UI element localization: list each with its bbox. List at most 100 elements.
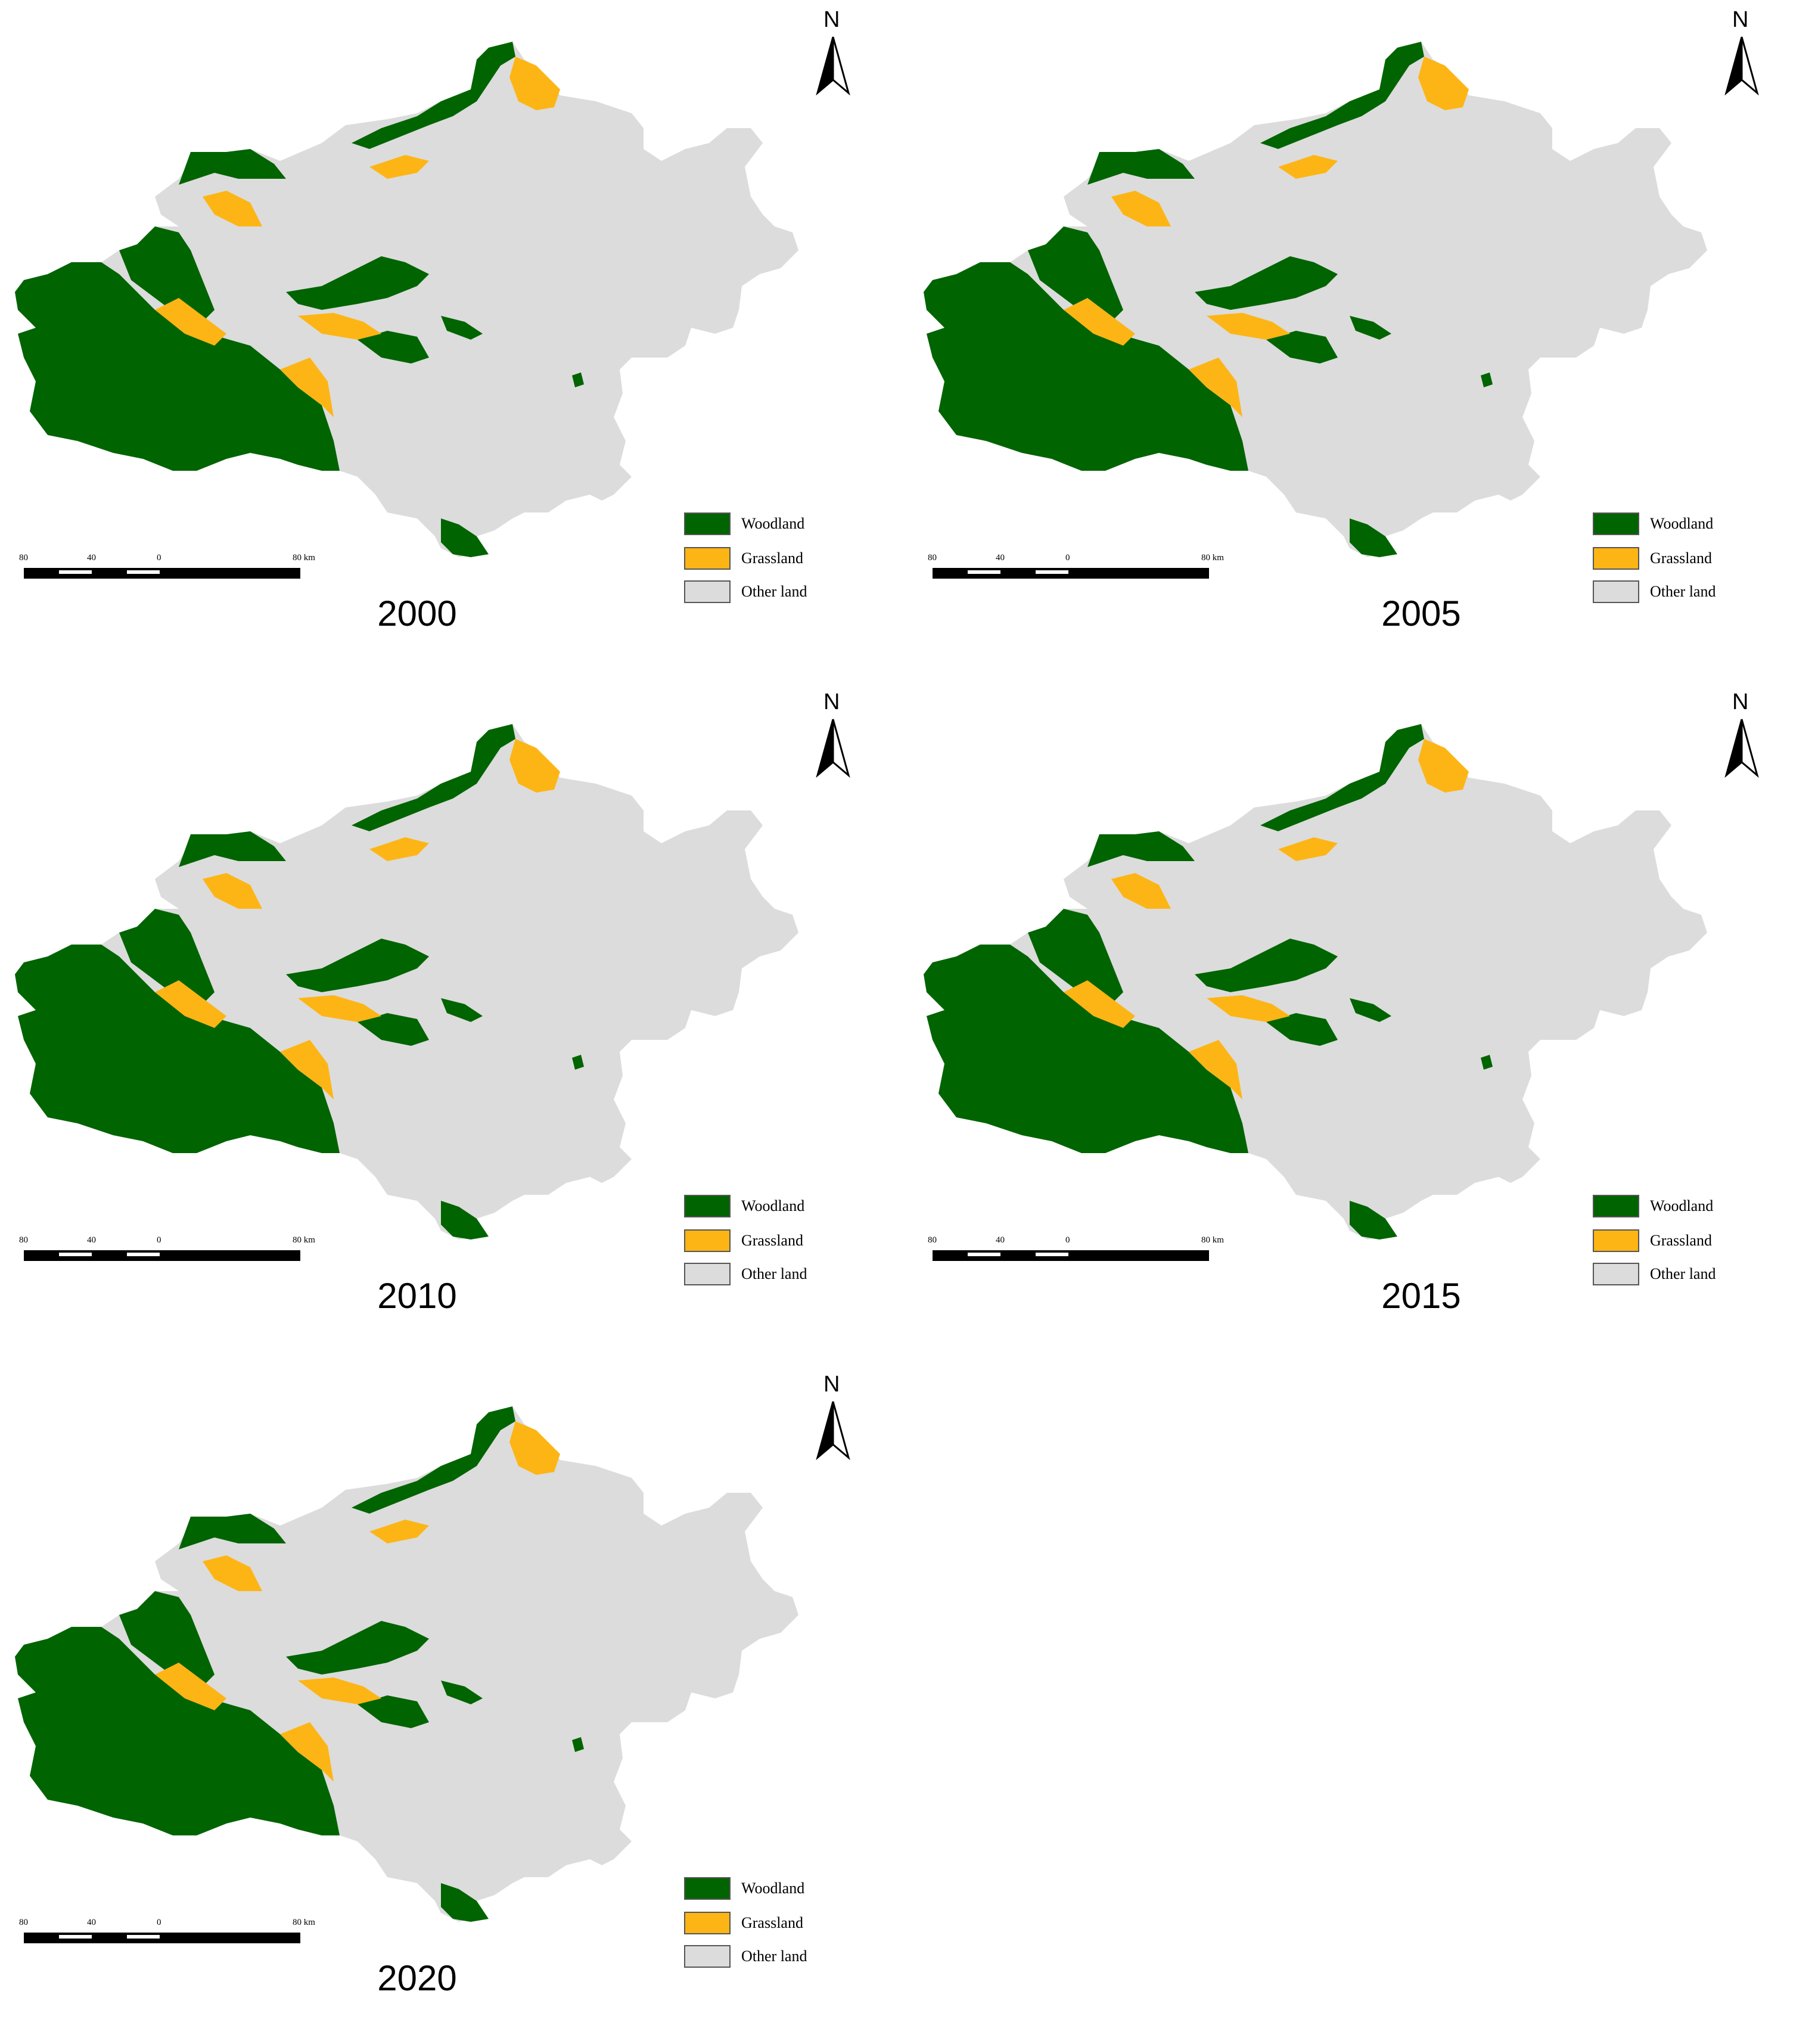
legend-item-other-land: Other land — [684, 1263, 875, 1287]
map-panel-2015: N Woodland Grassland Other land 80 40 0 … — [909, 682, 1817, 1362]
legend-label-grassland: Grassland — [741, 1232, 803, 1249]
scale-tick-0: 0 — [157, 1235, 161, 1245]
legend-swatch-other-land — [1593, 1263, 1639, 1285]
grassland-southwest-edge — [1189, 1040, 1242, 1099]
scale-bar: 80 40 0 80 km — [19, 1918, 315, 1947]
scale-tick-80-left: 80 — [19, 1918, 28, 1927]
woodland-speck-east — [572, 1737, 584, 1752]
woodland-northwest — [1087, 149, 1195, 185]
land-cover-map — [924, 724, 1707, 1240]
north-arrow-icon — [816, 719, 850, 778]
woodland-southwest — [924, 945, 1248, 1153]
grassland-central-3 — [369, 155, 429, 179]
legend-item-woodland: Woodland — [1593, 512, 1783, 536]
woodland-north-ridge — [1260, 42, 1424, 149]
year-label: 2000 — [377, 594, 457, 633]
grassland-northeast — [1418, 57, 1469, 110]
legend-label-grassland: Grassland — [1650, 549, 1712, 567]
legend-swatch-woodland — [684, 512, 731, 535]
north-letter: N — [1732, 7, 1749, 32]
woodland-east-streak — [1350, 316, 1391, 340]
legend-swatch-other-land — [684, 1945, 731, 1968]
woodland-east-streak — [441, 998, 483, 1022]
north-arrow-icon — [816, 1401, 850, 1460]
legend-item-woodland: Woodland — [684, 1195, 875, 1219]
grassland-central-2 — [203, 191, 262, 226]
scale-tick-80-km: 80 km — [293, 553, 315, 563]
legend-label-woodland: Woodland — [741, 1880, 805, 1897]
legend-swatch-other-land — [684, 580, 731, 603]
woodland-central-streak-1 — [286, 1621, 429, 1675]
land-cover-map — [15, 1406, 798, 1922]
grassland-central-2 — [203, 873, 262, 909]
legend-item-other-land: Other land — [1593, 580, 1783, 604]
grassland-northeast — [509, 57, 560, 110]
scale-tick-40: 40 — [996, 553, 1005, 563]
scale-bar-graphic — [933, 1250, 1209, 1261]
scale-tick-40: 40 — [87, 1918, 96, 1927]
legend-swatch-grassland — [1593, 1229, 1639, 1252]
scale-bar: 80 40 0 80 km — [19, 553, 315, 583]
legend-item-grassland: Grassland — [684, 1912, 875, 1936]
map-panel-2000: N Woodland Grassland Other land 80 40 0 … — [0, 0, 909, 679]
legend-swatch-other-land — [684, 1263, 731, 1285]
legend-label-woodland: Woodland — [1650, 1197, 1714, 1214]
woodland-southwest — [924, 262, 1248, 471]
legend-item-other-land: Other land — [684, 580, 875, 604]
grassland-southwest-edge — [280, 358, 334, 417]
woodland-central-streak-2 — [1266, 331, 1338, 364]
legend-swatch-grassland — [1593, 547, 1639, 570]
legend-label-other-land: Other land — [1650, 1265, 1716, 1282]
woodland-central-block — [1028, 909, 1123, 1004]
legend-label-other-land: Other land — [1650, 583, 1716, 600]
scale-bar-graphic — [24, 1250, 300, 1261]
scale-tick-40: 40 — [87, 553, 96, 563]
scale-bar-graphic — [933, 568, 1209, 579]
grassland-southwest-edge — [280, 1040, 334, 1099]
legend-swatch-woodland — [1593, 512, 1639, 535]
legend-label-woodland: Woodland — [1650, 515, 1714, 532]
scale-tick-0: 0 — [1065, 1235, 1070, 1245]
scale-bar-graphic — [24, 1933, 300, 1943]
scale-tick-0: 0 — [157, 553, 161, 563]
year-label: 2015 — [1381, 1276, 1461, 1316]
woodland-central-block — [119, 226, 215, 322]
land-cover-map — [15, 724, 798, 1240]
legend-swatch-woodland — [1593, 1195, 1639, 1217]
legend-swatch-grassland — [684, 547, 731, 570]
woodland-central-streak-1 — [1195, 939, 1338, 992]
legend-item-grassland: Grassland — [684, 547, 875, 571]
woodland-south-tip — [441, 1883, 489, 1922]
woodland-central-streak-2 — [358, 331, 429, 364]
grassland-southwest-edge — [280, 1722, 334, 1782]
woodland-east-streak — [441, 1680, 483, 1704]
woodland-central-streak-2 — [358, 1695, 429, 1728]
scale-bar: 80 40 0 80 km — [928, 553, 1224, 583]
legend-label-other-land: Other land — [741, 583, 807, 600]
scale-bar-graphic — [24, 568, 300, 579]
woodland-northwest — [179, 1514, 286, 1549]
grassland-northeast — [509, 1421, 560, 1475]
grassland-central-1 — [298, 995, 381, 1022]
north-letter: N — [823, 689, 840, 715]
land-cover-map — [15, 42, 798, 557]
legend-item-grassland: Grassland — [684, 1229, 875, 1253]
grassland-central-3 — [1278, 155, 1338, 179]
woodland-central-block — [1028, 226, 1123, 322]
grassland-southwest-edge — [1189, 358, 1242, 417]
scale-tick-0: 0 — [1065, 553, 1070, 563]
woodland-north-ridge — [352, 42, 515, 149]
grassland-central-2 — [1111, 873, 1171, 909]
woodland-north-ridge — [352, 724, 515, 831]
legend-item-other-land: Other land — [684, 1945, 875, 1969]
woodland-northwest — [179, 149, 286, 185]
woodland-southwest — [15, 945, 340, 1153]
year-label: 2010 — [377, 1276, 457, 1316]
scale-tick-80-km: 80 km — [1201, 553, 1224, 563]
legend-item-woodland: Woodland — [684, 1877, 875, 1901]
year-label: 2020 — [377, 1958, 457, 1998]
grassland-central-3 — [369, 837, 429, 861]
legend-item-grassland: Grassland — [1593, 547, 1783, 571]
woodland-central-block — [119, 1591, 215, 1686]
map-panel-2005: N Woodland Grassland Other land 80 40 0 … — [909, 0, 1817, 679]
